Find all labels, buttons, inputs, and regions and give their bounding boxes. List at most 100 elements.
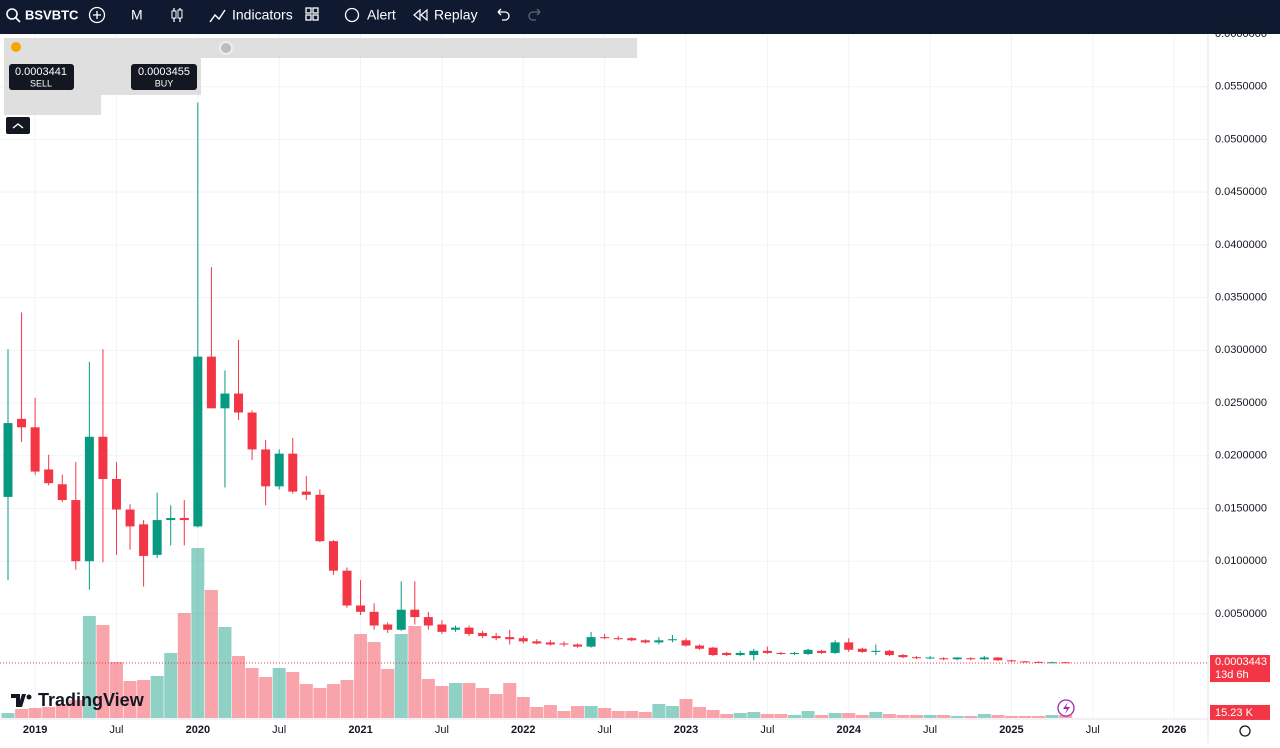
- chart-type-icon-2: [177, 9, 183, 19]
- interval[interactable]: M: [131, 7, 143, 23]
- y-tick-label: 0.0500000: [1215, 133, 1267, 145]
- buy-label: BUY: [155, 78, 174, 88]
- volume-bar: [584, 706, 598, 718]
- candle-body: [450, 627, 460, 630]
- candle-body: [383, 624, 393, 630]
- plus-icon: [93, 11, 101, 19]
- volume-bar: [1, 713, 15, 718]
- volume-bar: [747, 712, 761, 718]
- candle-body: [437, 624, 447, 632]
- volume-bar: [354, 634, 368, 718]
- settings-button[interactable]: [1239, 725, 1251, 737]
- countdown-label: 13d 6h: [1215, 669, 1249, 681]
- candle-body: [179, 517, 189, 521]
- templates-icon[interactable]: [305, 7, 319, 21]
- volume-bar: [964, 716, 978, 718]
- volume-bar: [69, 700, 83, 718]
- volume-bar: [910, 715, 924, 718]
- undo-button[interactable]: [497, 8, 510, 21]
- y-tick-label: 0.0550000: [1215, 81, 1267, 93]
- toolbar: BSVBTC M Indicators Alert Replay: [0, 0, 1280, 34]
- x-tick-label: Jul: [109, 724, 123, 736]
- candle-body: [545, 642, 555, 645]
- volume-bar: [896, 715, 910, 718]
- buy-price: 0.0003455: [138, 66, 190, 78]
- candle-body: [369, 611, 379, 626]
- indicators-button[interactable]: Indicators: [232, 7, 293, 23]
- candle-body: [478, 632, 488, 637]
- volume-bar: [109, 662, 123, 718]
- candle-body: [17, 418, 27, 428]
- candle-body: [640, 640, 650, 643]
- compare-button[interactable]: [88, 6, 106, 24]
- candle-body: [1034, 661, 1044, 663]
- y-tick-label: 0.0300000: [1215, 344, 1267, 356]
- y-tick-label: 0.0250000: [1215, 397, 1267, 409]
- candle-body: [396, 609, 406, 630]
- buy-button[interactable]: [131, 64, 197, 90]
- y-tick-label: 0.0350000: [1215, 292, 1267, 304]
- candle-body: [98, 436, 108, 479]
- volume-bar: [598, 708, 612, 718]
- volume-bar: [991, 715, 1005, 718]
- candle-body: [722, 652, 732, 656]
- x-tick-label: Jul: [272, 724, 286, 736]
- collapse-icon: [12, 123, 24, 129]
- volume-bar: [638, 712, 652, 718]
- candle-body: [410, 609, 420, 618]
- price-label-bg: [1210, 655, 1270, 683]
- candle-body: [925, 657, 935, 659]
- y-tick-label: 0.0200000: [1215, 450, 1267, 462]
- volume-bar: [1004, 716, 1018, 718]
- candle-body: [139, 524, 149, 556]
- candle-body: [464, 627, 474, 634]
- x-tick-label: 2021: [348, 724, 372, 736]
- candle-body: [817, 650, 827, 653]
- candle-body: [505, 637, 515, 640]
- volume-bar: [191, 548, 205, 718]
- volume-bar: [611, 711, 625, 718]
- symbol[interactable]: BSVBTC: [25, 7, 79, 22]
- collapse-button[interactable]: [6, 117, 30, 134]
- candle-body: [111, 478, 121, 510]
- x-tick-label: Jul: [435, 724, 449, 736]
- candle-body: [830, 642, 840, 653]
- volume-bar: [937, 715, 951, 718]
- sell-label: SELL: [30, 78, 52, 88]
- widget-handle[interactable]: [219, 41, 233, 55]
- indicators-icon: [209, 9, 226, 23]
- volume-bar: [218, 627, 232, 718]
- replay-button[interactable]: Replay: [434, 7, 478, 23]
- volume-bar: [720, 714, 734, 718]
- candle-body: [871, 650, 881, 652]
- candle-body: [695, 645, 705, 649]
- sell-button[interactable]: [9, 64, 74, 90]
- replay-icon: [413, 8, 428, 22]
- volume-bar: [367, 642, 381, 718]
- candle-body: [993, 657, 1003, 661]
- candle-body: [532, 641, 542, 644]
- widget-panel-lower: [4, 95, 101, 115]
- y-tick-label: 0.0450000: [1215, 186, 1267, 198]
- chart-type-icon[interactable]: [171, 10, 177, 19]
- volume-bar: [164, 653, 178, 718]
- volume-bar: [855, 715, 869, 718]
- volume-bar: [381, 669, 395, 718]
- x-tick-label: 2023: [674, 724, 698, 736]
- volume-bar: [421, 679, 435, 718]
- candle-body: [152, 520, 162, 555]
- sell-price: 0.0003441: [15, 66, 67, 78]
- volume-bar: [557, 711, 571, 718]
- candle-body: [939, 658, 949, 660]
- widget-bar: [4, 38, 637, 58]
- alert-button[interactable]: Alert: [367, 7, 396, 23]
- volume-bar: [299, 684, 313, 718]
- candle-body: [803, 649, 813, 654]
- candle-body: [423, 617, 433, 626]
- candle-body: [3, 423, 13, 497]
- search-icon[interactable]: [6, 8, 18, 20]
- candle-body: [735, 652, 745, 656]
- volume-bar: [787, 715, 801, 718]
- candle-body: [206, 356, 216, 409]
- volume-bar: [462, 683, 476, 718]
